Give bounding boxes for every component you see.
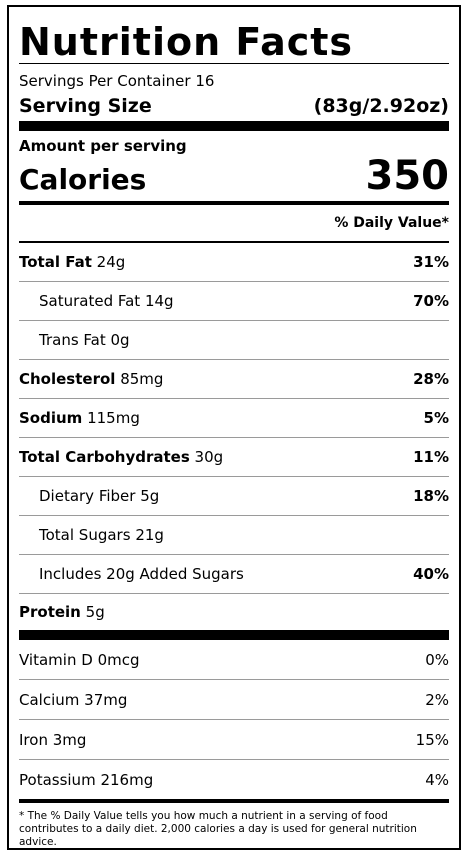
vitamin-pct: 0%: [425, 650, 449, 669]
nutrient-row-added-sugars: Includes 20g Added Sugars 40%: [19, 554, 449, 593]
medium-divider: [19, 799, 449, 803]
servings-per-container: Servings Per Container 16: [19, 72, 215, 90]
nutrient-amount: 5g: [85, 603, 105, 621]
amount-per-serving: Amount per serving: [19, 137, 187, 155]
nutrient-amount: 85mg: [120, 370, 164, 388]
nutrient-row-saturated-fat: Saturated Fat 14g 70%: [19, 281, 449, 320]
nutrient-amount: 21g: [135, 526, 164, 544]
thick-divider: [19, 121, 449, 131]
calories-row: Calories 350: [19, 155, 449, 197]
nutrient-row-trans-fat: Trans Fat 0g: [19, 320, 449, 359]
divider: [19, 63, 449, 64]
nutrient-name: Sodium: [19, 409, 83, 427]
nutrient-amount: 24g: [96, 253, 126, 271]
nutrient-name: Protein: [19, 603, 81, 621]
daily-value-footnote: * The % Daily Value tells you how much a…: [19, 810, 417, 848]
nutrient-name: Dietary Fiber: [39, 487, 136, 505]
calories-label: Calories: [19, 163, 147, 196]
vitamin-pct: 4%: [425, 770, 449, 789]
nutrient-row-total-carbohydrates: Total Carbohydrates 30g 11%: [19, 437, 449, 476]
calories-value: 350: [365, 153, 450, 199]
nutrient-name: Trans Fat: [39, 331, 106, 349]
nutrient-name: Cholesterol: [19, 370, 116, 388]
vitamin-pct: 2%: [425, 690, 449, 709]
nutrient-row-protein: Protein 5g: [19, 593, 449, 630]
vitamin-row-potassium: Potassium 216mg 4%: [19, 759, 449, 799]
nutrient-row-total-sugars: Total Sugars 21g: [19, 515, 449, 554]
nutrient-amount: 30g: [194, 448, 224, 466]
medium-divider: [19, 201, 449, 205]
nutrition-facts-label: Nutrition Facts Servings Per Container 1…: [7, 5, 461, 850]
nutrient-row-total-fat: Total Fat 24g 31%: [19, 241, 449, 281]
nutrient-pct: 70%: [413, 292, 449, 310]
vitamin-name: Potassium: [19, 770, 96, 789]
nutrient-amount: 14g: [144, 292, 174, 310]
vitamin-row-iron: Iron 3mg 15%: [19, 719, 449, 759]
nutrient-amount: 0g: [110, 331, 130, 349]
nutrient-pct: 40%: [413, 565, 449, 583]
nutrient-pct: 11%: [413, 448, 449, 466]
vitamin-name: Iron: [19, 730, 48, 749]
nutrient-row-dietary-fiber: Dietary Fiber 5g 18%: [19, 476, 449, 515]
vitamin-amount: 37mg: [84, 690, 128, 709]
nutrient-name: Total Sugars: [39, 526, 131, 544]
serving-size-value: (83g/2.92oz): [313, 95, 449, 117]
vitamin-amount: 3mg: [52, 730, 87, 749]
vitamin-row-vitamin-d: Vitamin D 0mcg 0%: [19, 640, 449, 679]
nutrient-amount: 5g: [140, 487, 160, 505]
serving-size-label: Serving Size: [19, 95, 152, 117]
nutrient-pct: 18%: [413, 487, 449, 505]
nutrient-row-cholesterol: Cholesterol 85mg 28%: [19, 359, 449, 398]
thick-divider: [19, 630, 449, 640]
nutrient-amount: 115mg: [87, 409, 140, 427]
nutrient-name: Saturated Fat: [39, 292, 141, 310]
nutrient-pct: 28%: [413, 370, 449, 388]
vitamin-amount: 0mcg: [97, 650, 140, 669]
nutrient-pct: 31%: [413, 253, 449, 271]
nutrient-pct: 5%: [423, 409, 449, 427]
vitamin-name: Calcium: [19, 690, 80, 709]
vitamin-pct: 15%: [415, 730, 449, 749]
nutrient-name: Total Fat: [19, 253, 92, 271]
daily-value-header: % Daily Value*: [334, 215, 449, 231]
vitamin-name: Vitamin D: [19, 650, 93, 669]
vitamin-row-calcium: Calcium 37mg 2%: [19, 679, 449, 719]
label-title: Nutrition Facts: [19, 20, 354, 64]
nutrient-name: Total Carbohydrates: [19, 448, 190, 466]
nutrient-row-sodium: Sodium 115mg 5%: [19, 398, 449, 437]
nutrient-name: Includes 20g Added Sugars: [39, 565, 244, 583]
serving-size-row: Serving Size (83g/2.92oz): [19, 92, 449, 121]
vitamin-amount: 216mg: [100, 770, 154, 789]
